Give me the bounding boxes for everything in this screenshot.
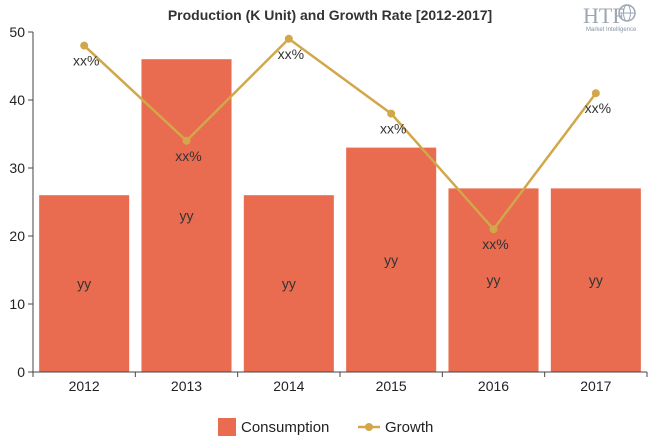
growth-point-2016 [489,225,498,234]
chart-title: Production (K Unit) and Growth Rate [201… [168,7,492,23]
growth-label-2017: xx% [585,100,611,116]
y-tick-label: 50 [9,24,25,40]
bar-2016 [448,188,539,372]
legend-consumption-label: Consumption [241,419,329,436]
growth-point-2015 [387,109,396,118]
growth-label-2012: xx% [73,53,99,69]
x-tick-label: 2017 [580,378,611,394]
y-tick-label: 20 [9,228,25,244]
growth-label-2013: xx% [175,148,201,164]
globe-icon [618,4,636,22]
growth-point-2013 [182,136,191,145]
legend-growth-label: Growth [385,419,433,436]
logo-subtext: Market Intelligence [586,27,637,33]
bar-2014 [243,195,334,372]
bar-label-2017: yy [589,272,603,288]
y-tick-label: 10 [9,296,25,312]
x-tick-label: 2016 [478,378,509,394]
bar-label-2015: yy [384,252,398,268]
logo: HTF Market Intelligence [583,3,637,33]
legend-growth-marker [365,423,373,431]
bars-layer: yy yy yy yy yy yy [39,59,641,372]
x-tick-label: 2015 [376,378,407,394]
growth-line-layer: xx% xx% xx% xx% xx% xx% [73,34,611,252]
logo-text: HTF [583,3,625,28]
growth-label-2015: xx% [380,121,406,137]
y-tick-label: 40 [9,92,25,108]
bar-label-2013: yy [180,208,194,224]
growth-point-2017 [591,89,600,98]
x-tick-label: 2013 [171,378,202,394]
bar-label-2014: yy [282,276,296,292]
y-tick-label: 0 [17,364,25,380]
bar-2017 [550,188,641,372]
bar-label-2012: yy [77,276,91,292]
legend-consumption-swatch [218,418,236,436]
growth-point-2014 [284,34,293,43]
growth-label-2014: xx% [278,46,304,62]
legend: Consumption Growth [218,418,433,436]
y-tick-label: 30 [9,160,25,176]
growth-point-2012 [80,41,89,50]
bar-2015 [346,147,437,372]
growth-line [83,37,597,232]
x-tick-label: 2012 [69,378,100,394]
bar-label-2016: yy [487,272,501,288]
growth-label-2016: xx% [482,236,508,252]
axes: 0 10 20 30 40 50 2012 2013 2014 2015 2016 2017 [9,24,648,394]
bar-2012 [39,195,130,372]
x-tick-label: 2014 [273,378,304,394]
